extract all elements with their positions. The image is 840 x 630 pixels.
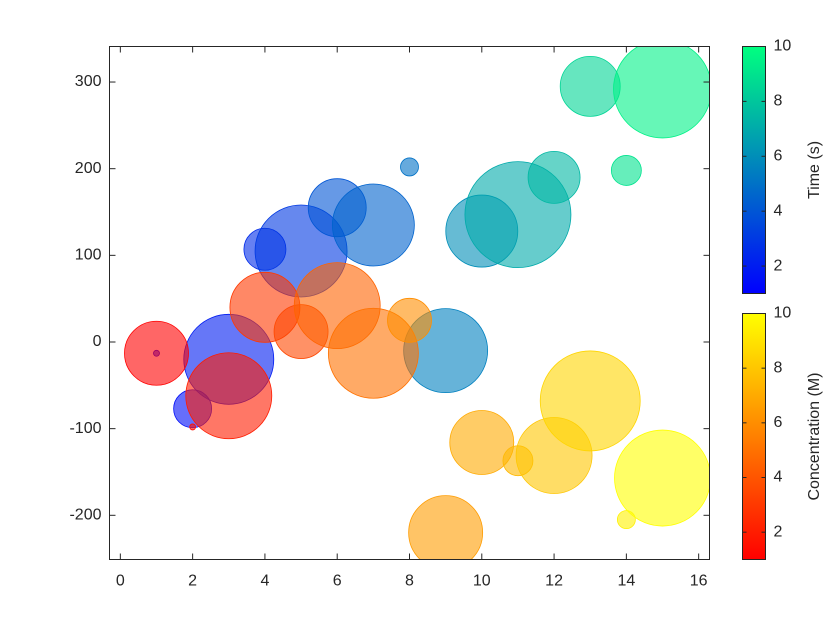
colorbar-tick-label: 2	[774, 523, 783, 540]
colorbar-tick-label: 6	[774, 147, 783, 164]
colorbar-label: Time (s)	[806, 141, 823, 199]
colorbar-label: Concentration (M)	[806, 372, 823, 500]
x-tick-label: 2	[188, 573, 197, 590]
x-tick-label: 16	[690, 573, 708, 590]
plot-area	[124, 46, 710, 560]
x-tick-label: 6	[333, 573, 342, 590]
bubble	[449, 410, 515, 475]
colorbar	[742, 313, 766, 560]
colorbar-tick-label: 4	[774, 469, 783, 486]
x-tick-label: 8	[405, 573, 414, 590]
colorbar-tick-label: 6	[774, 414, 783, 431]
x-tick-label: 4	[260, 573, 269, 590]
colorbar	[742, 46, 766, 294]
bubble	[331, 183, 415, 267]
bubble	[539, 350, 641, 452]
y-tick-label: 300	[75, 73, 102, 90]
bubble	[613, 46, 710, 139]
y-tick-label: 0	[93, 333, 102, 350]
bubble	[408, 495, 484, 560]
colorbar-tick-label: 4	[774, 202, 783, 219]
colorbar-tick-label: 2	[774, 257, 783, 274]
colorbar-tick-label: 10	[774, 305, 792, 322]
bubble	[559, 55, 621, 117]
bubble	[616, 510, 636, 530]
colorbar-tick-label: 8	[774, 93, 783, 110]
y-tick-label: 100	[75, 247, 102, 264]
y-tick-label: 200	[75, 160, 102, 177]
x-tick-label: 10	[473, 573, 491, 590]
y-tick-label: -100	[69, 420, 101, 437]
bubble	[185, 352, 273, 440]
bubble	[189, 423, 197, 431]
x-tick-label: 0	[116, 573, 125, 590]
bubble	[527, 150, 581, 204]
x-tick-label: 14	[617, 573, 635, 590]
colorbar-tick-label: 10	[774, 38, 792, 55]
bubble	[387, 297, 432, 343]
bubble	[614, 429, 710, 527]
bubble	[400, 157, 419, 177]
bubble	[610, 155, 642, 186]
x-tick-label: 12	[545, 573, 563, 590]
colorbar-tick-label: 8	[774, 359, 783, 376]
y-tick-label: -200	[69, 507, 101, 524]
bubble	[124, 320, 189, 386]
